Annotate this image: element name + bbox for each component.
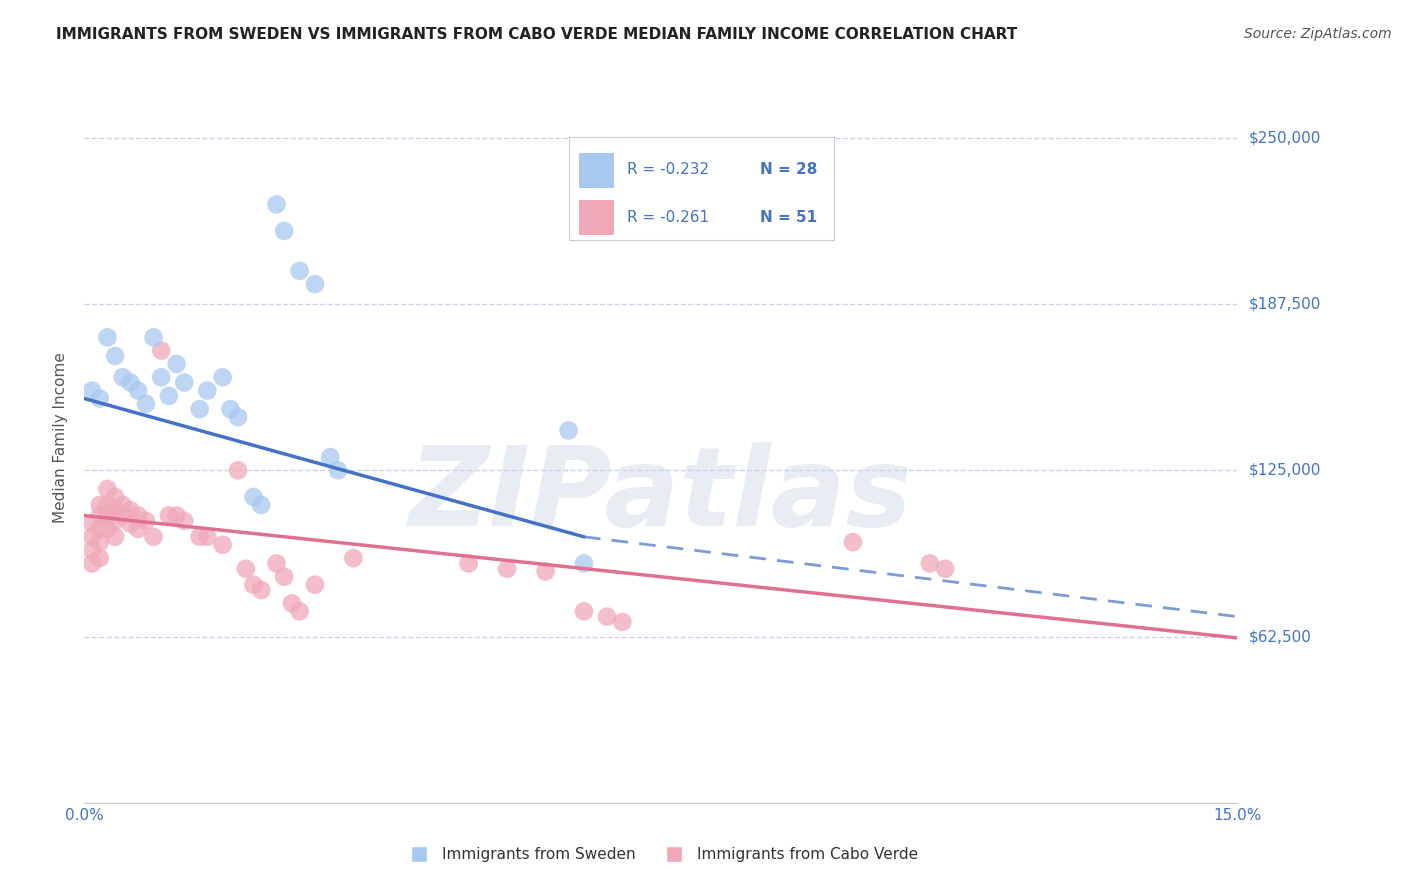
Point xyxy=(273,224,295,238)
Point xyxy=(111,508,134,523)
Point xyxy=(89,498,111,512)
Point xyxy=(80,543,103,558)
Point xyxy=(150,343,173,358)
Point xyxy=(934,562,956,576)
Point xyxy=(195,384,218,398)
Text: $62,500: $62,500 xyxy=(1249,629,1312,644)
Point xyxy=(304,577,326,591)
Point xyxy=(596,609,619,624)
Point xyxy=(89,551,111,566)
Point xyxy=(273,570,295,584)
Point xyxy=(288,264,311,278)
Y-axis label: Median Family Income: Median Family Income xyxy=(53,351,69,523)
Text: $125,000: $125,000 xyxy=(1249,463,1320,478)
Point xyxy=(80,384,103,398)
Point xyxy=(281,596,304,610)
Point xyxy=(111,498,134,512)
Point xyxy=(242,577,264,591)
Point xyxy=(219,402,242,417)
Point xyxy=(104,349,127,363)
Point xyxy=(288,604,311,618)
Text: IMMIGRANTS FROM SWEDEN VS IMMIGRANTS FROM CABO VERDE MEDIAN FAMILY INCOME CORREL: IMMIGRANTS FROM SWEDEN VS IMMIGRANTS FRO… xyxy=(56,27,1018,42)
Text: $187,500: $187,500 xyxy=(1249,297,1320,311)
Point xyxy=(188,530,211,544)
Point xyxy=(89,535,111,549)
Point xyxy=(89,508,111,523)
Point xyxy=(326,463,349,477)
Point xyxy=(96,498,118,512)
Point xyxy=(142,530,165,544)
Point xyxy=(266,197,288,211)
Point xyxy=(150,370,173,384)
Point xyxy=(120,376,142,390)
Point xyxy=(304,277,326,292)
Point xyxy=(173,376,195,390)
Point xyxy=(496,562,519,576)
Point xyxy=(96,482,118,496)
Point xyxy=(457,557,479,571)
Point xyxy=(157,389,180,403)
Point xyxy=(918,557,941,571)
Point xyxy=(211,538,233,552)
Point xyxy=(120,503,142,517)
Point xyxy=(188,402,211,417)
Point xyxy=(242,490,264,504)
Point xyxy=(173,514,195,528)
Point xyxy=(842,535,865,549)
Point xyxy=(96,330,118,344)
Point xyxy=(127,522,149,536)
Point xyxy=(235,562,257,576)
Point xyxy=(266,557,288,571)
Point xyxy=(142,330,165,344)
Point xyxy=(135,397,157,411)
Point xyxy=(127,384,149,398)
Point xyxy=(127,508,149,523)
Point xyxy=(104,530,127,544)
Point xyxy=(195,530,218,544)
Point xyxy=(89,392,111,406)
Point xyxy=(120,516,142,531)
Point xyxy=(612,615,634,629)
Point xyxy=(226,410,249,425)
Point xyxy=(166,508,188,523)
Point xyxy=(166,357,188,371)
Point xyxy=(89,522,111,536)
Text: $250,000: $250,000 xyxy=(1249,130,1320,145)
Text: Source: ZipAtlas.com: Source: ZipAtlas.com xyxy=(1244,27,1392,41)
Point xyxy=(80,516,103,531)
Point xyxy=(534,565,557,579)
Point xyxy=(96,508,118,523)
Point xyxy=(111,370,134,384)
Point xyxy=(226,463,249,477)
Point xyxy=(80,557,103,571)
Point xyxy=(342,551,364,566)
Text: ZIPatlas: ZIPatlas xyxy=(409,442,912,549)
Point xyxy=(135,514,157,528)
Point xyxy=(80,530,103,544)
Point xyxy=(211,370,233,384)
Point xyxy=(572,557,595,571)
Point xyxy=(250,498,273,512)
Point xyxy=(557,424,579,438)
Point xyxy=(572,604,595,618)
Point xyxy=(104,503,127,517)
Point xyxy=(104,490,127,504)
Point xyxy=(250,582,273,597)
Point xyxy=(319,450,342,464)
Point xyxy=(157,508,180,523)
Point xyxy=(96,522,118,536)
Point xyxy=(104,514,127,528)
Legend: Immigrants from Sweden, Immigrants from Cabo Verde: Immigrants from Sweden, Immigrants from … xyxy=(398,841,924,868)
